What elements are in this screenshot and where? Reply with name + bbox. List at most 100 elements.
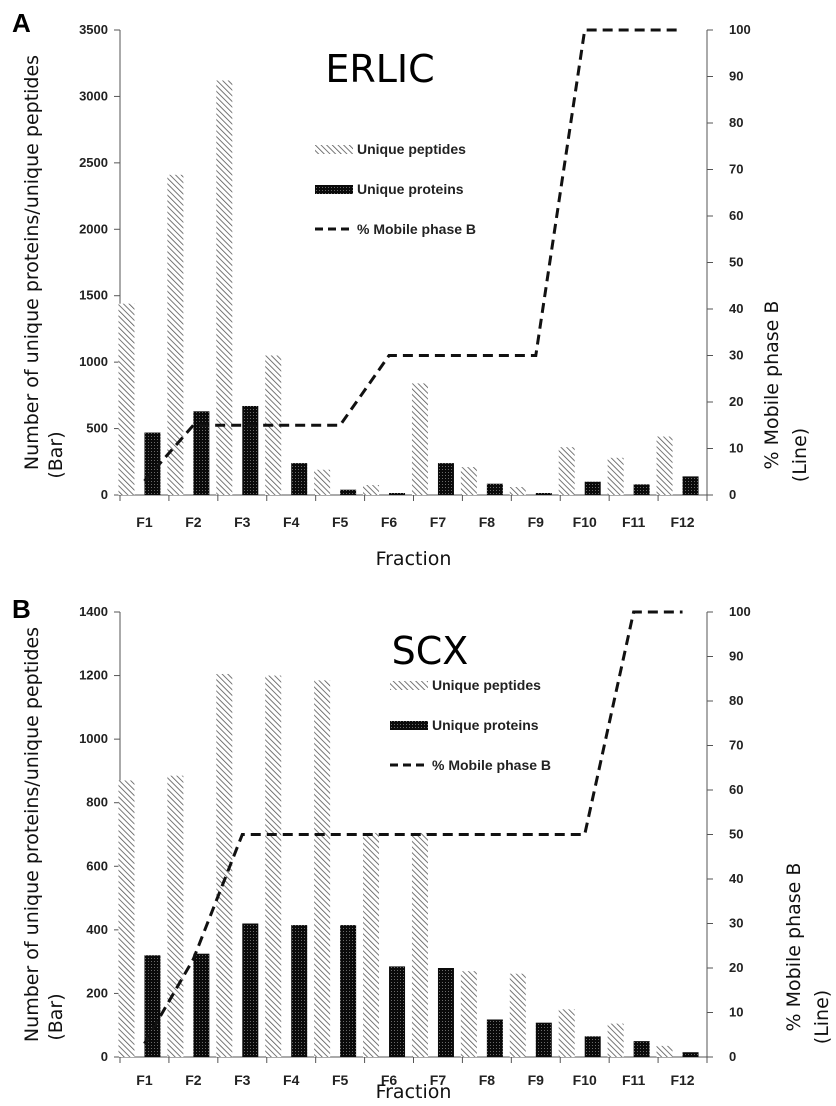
bar-unique-peptides [657, 437, 673, 495]
bar-unique-proteins [340, 925, 356, 1057]
y2-tick-label: 100 [729, 604, 751, 619]
y-tick-label: 3500 [79, 22, 108, 37]
y-tick-label: 1400 [79, 604, 108, 619]
bar-unique-proteins [585, 482, 601, 495]
y2-tick-label: 90 [729, 69, 743, 84]
y2-tick-label: 40 [729, 871, 743, 886]
bar-unique-proteins [634, 1041, 650, 1057]
legend-swatch-proteins [315, 185, 353, 194]
x-tick-label: F10 [573, 514, 597, 530]
y-tick-label: 600 [86, 858, 108, 873]
x-tick-label: F7 [430, 514, 447, 530]
chart-title: ERLIC [325, 47, 434, 91]
y-tick-label: 2500 [79, 155, 108, 170]
bar-unique-proteins [438, 463, 454, 495]
bar-unique-peptides [461, 971, 477, 1057]
bar-unique-proteins [487, 1019, 503, 1057]
y-tick-label: 200 [86, 985, 108, 1000]
bar-unique-peptides [461, 467, 477, 495]
bar-unique-peptides [216, 80, 232, 495]
chart-title: SCX [392, 629, 469, 673]
x-tick-label: F4 [283, 1072, 300, 1088]
legend-label-peptides: Unique peptides [357, 141, 466, 157]
y2-tick-label: 50 [729, 827, 743, 842]
x-tick-label: F9 [528, 514, 545, 530]
bar-unique-peptides [510, 487, 526, 495]
x-tick-label: F12 [670, 514, 694, 530]
bar-unique-proteins [291, 463, 307, 495]
y2-tick-label: 30 [729, 348, 743, 363]
y2-tick-label: 10 [729, 1005, 743, 1020]
bar-unique-proteins [536, 493, 552, 495]
x-tick-label: F4 [283, 514, 300, 530]
bar-unique-peptides [363, 833, 379, 1057]
bar-unique-proteins [242, 406, 258, 495]
y-tick-label: 0 [101, 487, 108, 502]
y2-axis-label-sub: (Line) [789, 428, 811, 482]
bar-unique-peptides [167, 175, 183, 495]
x-tick-label: F11 [622, 1072, 646, 1088]
y-tick-label: 400 [86, 922, 108, 937]
bar-unique-peptides [608, 458, 624, 495]
x-tick-label: F3 [234, 1072, 251, 1088]
bar-unique-peptides [412, 383, 428, 495]
y-axis-label: Number of unique proteins/unique peptide… [21, 55, 43, 470]
y2-tick-label: 10 [729, 441, 743, 456]
y2-tick-label: 90 [729, 649, 743, 664]
bar-unique-peptides [363, 485, 379, 495]
legend-swatch-proteins [390, 721, 428, 730]
bar-unique-peptides [265, 676, 281, 1057]
y2-axis-label: % Mobile phase B [761, 301, 783, 470]
y2-axis-label: % Mobile phase B [783, 863, 805, 1032]
bar-unique-proteins [389, 493, 405, 495]
bar-unique-proteins [536, 1023, 552, 1057]
bar-unique-peptides [167, 776, 183, 1057]
x-tick-label: F2 [185, 1072, 202, 1088]
bar-unique-peptides [412, 833, 428, 1057]
panel-letter: A [12, 8, 31, 38]
y2-tick-label: 70 [729, 738, 743, 753]
y-tick-label: 1000 [79, 354, 108, 369]
bar-unique-peptides [314, 680, 330, 1057]
y2-tick-label: 70 [729, 162, 743, 177]
x-tick-label: F1 [136, 514, 153, 530]
bar-unique-peptides [314, 470, 330, 495]
bar-unique-proteins [634, 484, 650, 495]
x-tick-label: F3 [234, 514, 251, 530]
bar-unique-proteins [683, 1052, 699, 1057]
x-tick-label: F5 [332, 514, 349, 530]
legend-label-proteins: Unique proteins [357, 181, 464, 197]
y2-tick-label: 60 [729, 782, 743, 797]
bar-unique-peptides [608, 1024, 624, 1057]
y-axis-label-sub: (Bar) [45, 431, 67, 478]
x-tick-label: F2 [185, 514, 202, 530]
bar-unique-proteins [487, 484, 503, 495]
y-tick-label: 1000 [79, 731, 108, 746]
legend-label-peptides: Unique peptides [432, 677, 541, 693]
x-tick-label: F8 [479, 514, 496, 530]
y-tick-label: 3000 [79, 88, 108, 103]
y2-tick-label: 50 [729, 255, 743, 270]
x-axis-label: Fraction [376, 548, 452, 570]
y2-tick-label: 20 [729, 960, 743, 975]
x-tick-label: F6 [381, 514, 398, 530]
legend-label-line: % Mobile phase B [432, 757, 551, 773]
x-axis-label: Fraction [376, 1081, 452, 1103]
bar-unique-peptides [657, 1046, 673, 1057]
x-tick-label: F9 [528, 1072, 545, 1088]
y-tick-label: 800 [86, 795, 108, 810]
bar-unique-peptides [118, 780, 134, 1057]
x-tick-label: F1 [136, 1072, 153, 1088]
y2-tick-label: 80 [729, 115, 743, 130]
y2-tick-label: 100 [729, 22, 751, 37]
bar-unique-peptides [559, 447, 575, 495]
y-axis-label: Number of unique proteins/unique peptide… [21, 627, 43, 1042]
bar-unique-proteins [340, 490, 356, 495]
x-tick-label: F5 [332, 1072, 349, 1088]
y-tick-label: 2000 [79, 221, 108, 236]
bar-unique-peptides [559, 1009, 575, 1057]
bar-unique-proteins [438, 968, 454, 1057]
bar-unique-proteins [389, 966, 405, 1057]
x-tick-label: F10 [573, 1072, 597, 1088]
